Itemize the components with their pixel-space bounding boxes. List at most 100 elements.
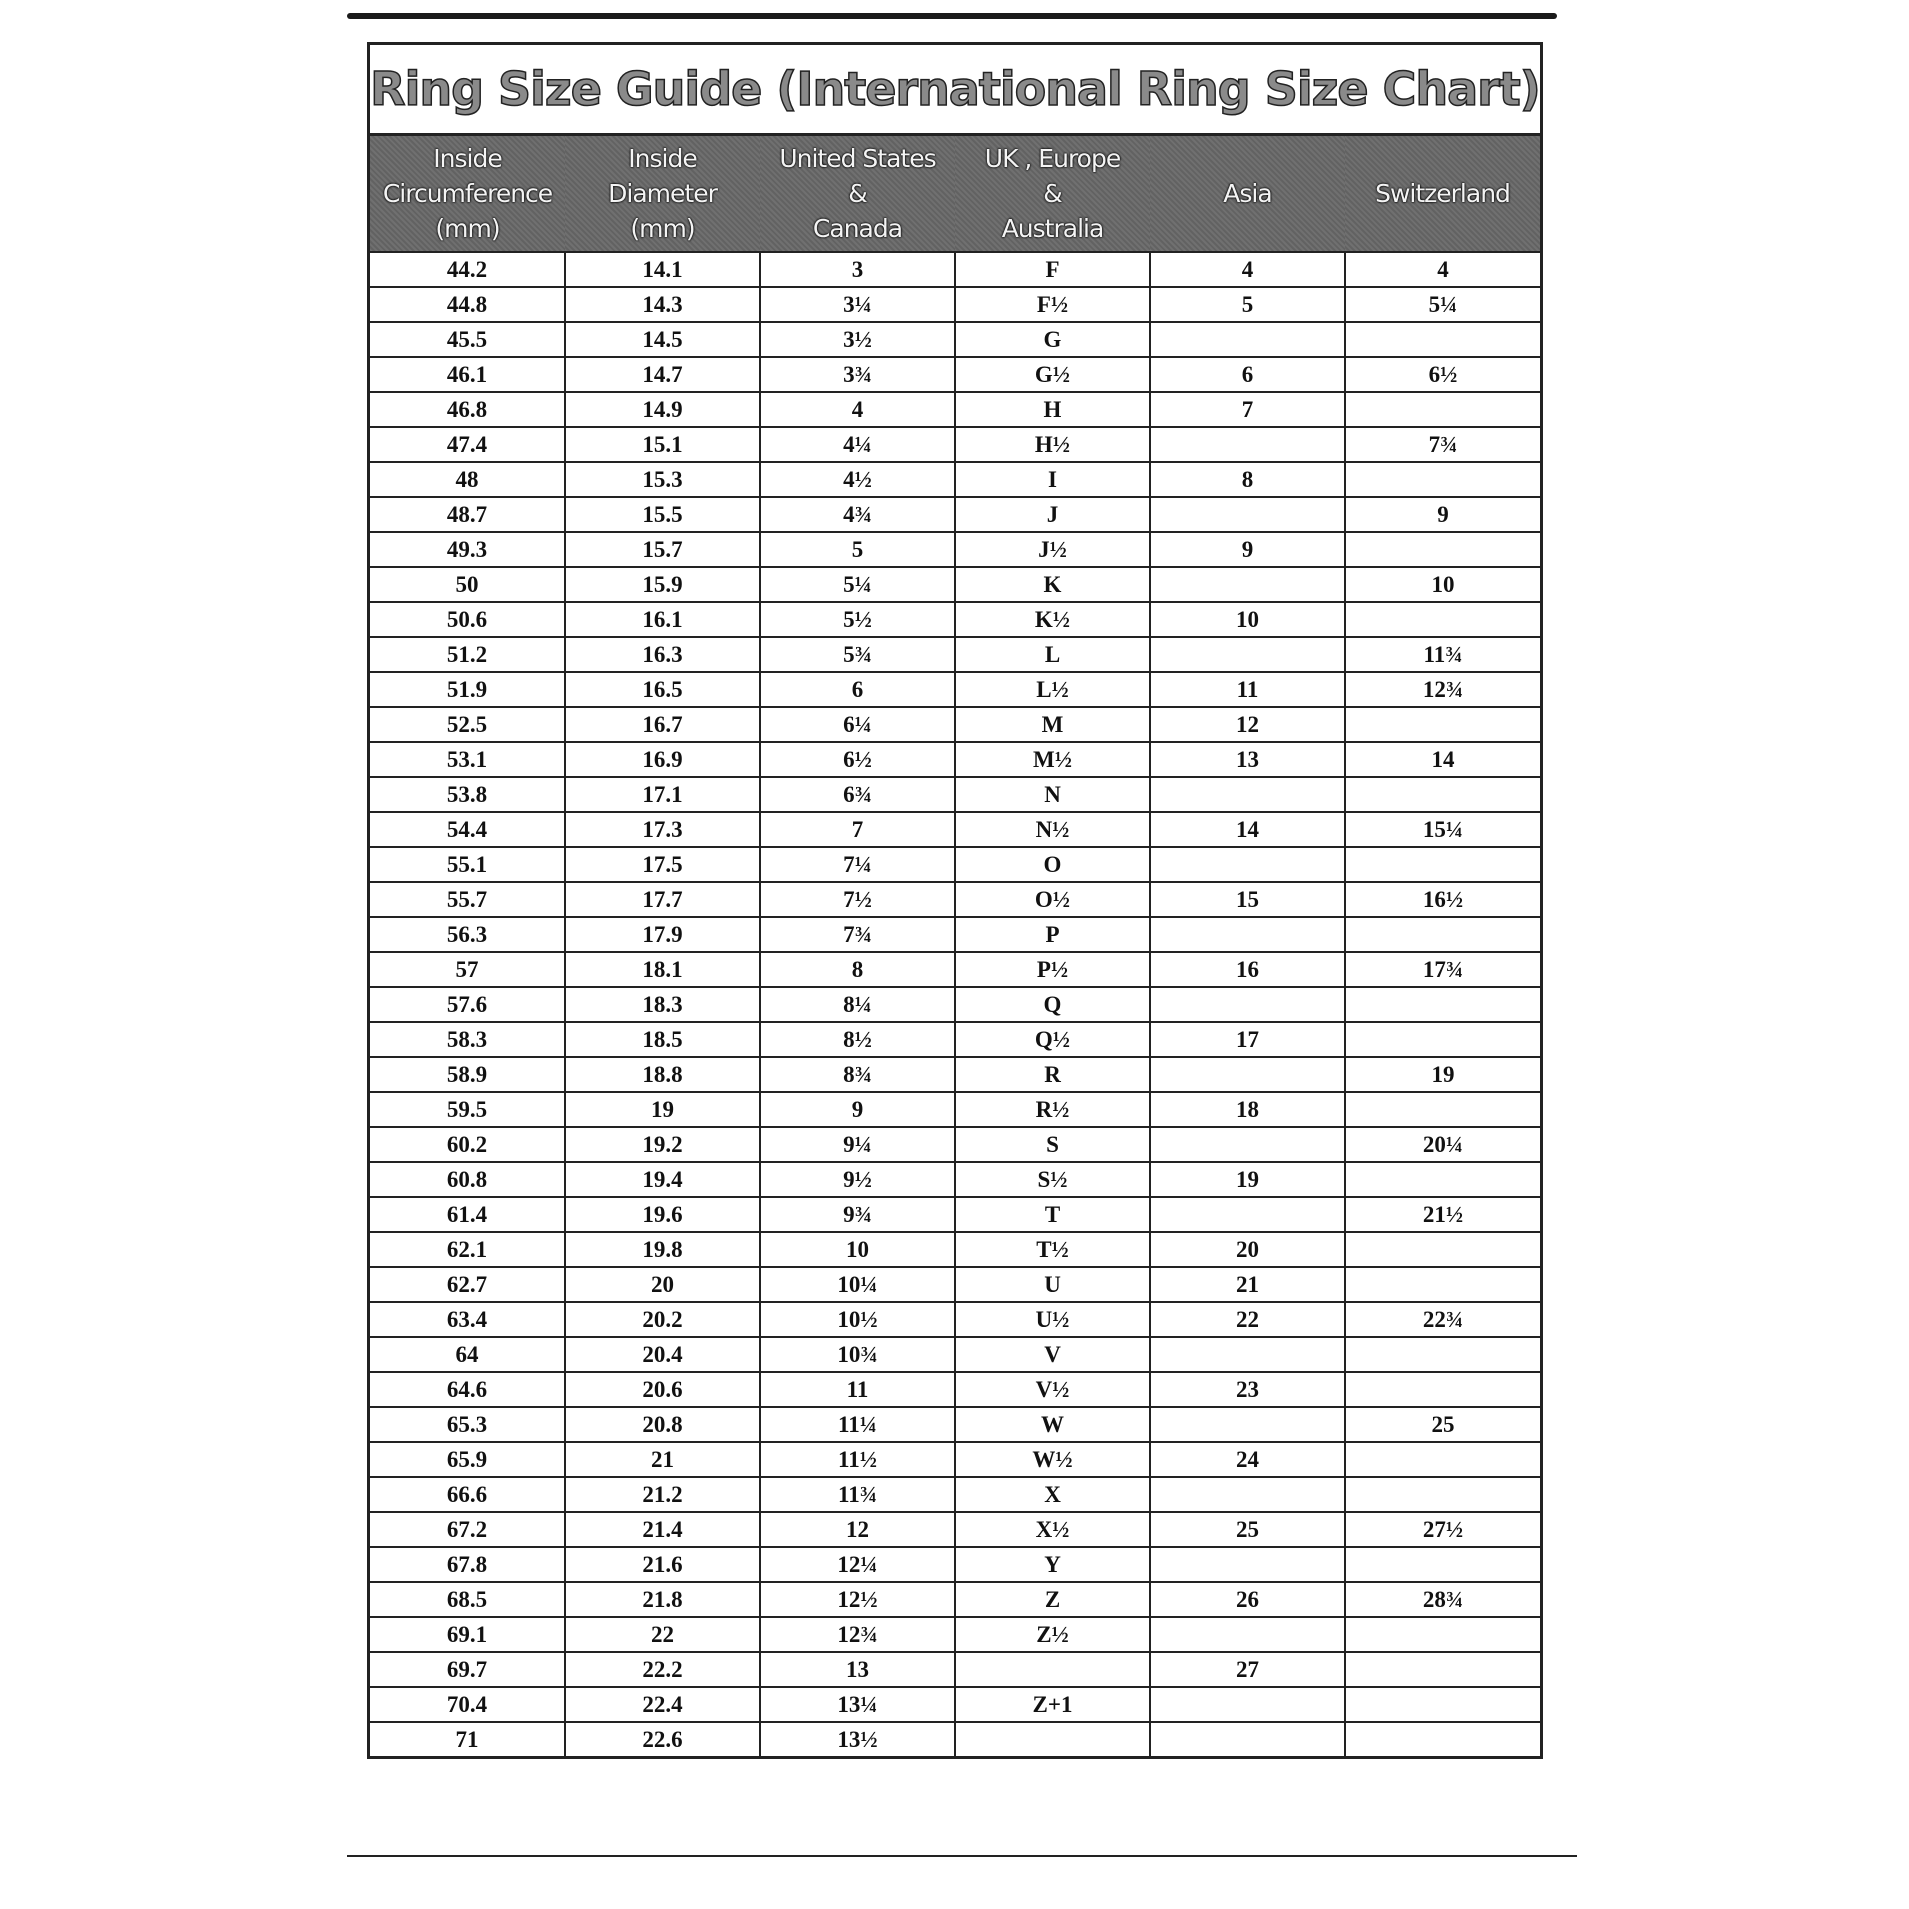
table-cell: 71 xyxy=(370,1721,566,1756)
table-row: 71 22.6 13½ xyxy=(370,1721,1540,1756)
table-cell: 8¼ xyxy=(759,986,956,1023)
table-row: 64.6 20.6 11 V½ 23 xyxy=(370,1371,1540,1408)
table-cell xyxy=(954,1721,1151,1756)
table-row: 46.8 14.9 4 H 7 xyxy=(370,391,1540,428)
table-row: 68.5 21.8 12½ Z 26 28¾ xyxy=(370,1581,1540,1618)
table-cell: 65.9 xyxy=(370,1441,566,1478)
table-cell xyxy=(1149,1686,1346,1723)
table-cell: K½ xyxy=(954,601,1151,638)
table-row: 44.8 14.3 3¼ F½ 5 5¼ xyxy=(370,286,1540,323)
table-cell: 10½ xyxy=(759,1301,956,1338)
table-cell xyxy=(1344,1651,1540,1688)
table-cell: 14.3 xyxy=(564,286,761,323)
table-cell: 21½ xyxy=(1344,1196,1540,1233)
table-cell: 58.3 xyxy=(370,1021,566,1058)
table-cell: 16 xyxy=(1149,951,1346,988)
table-cell: 16.5 xyxy=(564,671,761,708)
table-cell: 8 xyxy=(1149,461,1346,498)
table-cell: 15.1 xyxy=(564,426,761,463)
table-row: 55.1 17.5 7¼ O xyxy=(370,846,1540,883)
table-cell: Q½ xyxy=(954,1021,1151,1058)
table-cell: 17.9 xyxy=(564,916,761,953)
table-row: 51.9 16.5 6 L½ 11 12¾ xyxy=(370,671,1540,708)
table-cell: 25 xyxy=(1149,1511,1346,1548)
table-row: 65.3 20.8 11¼ W 25 xyxy=(370,1406,1540,1443)
table-cell: 4¾ xyxy=(759,496,956,533)
table-cell: 15¼ xyxy=(1344,811,1540,848)
table-cell: 3¾ xyxy=(759,356,956,393)
table-cell: 15.3 xyxy=(564,461,761,498)
table-cell: 5¼ xyxy=(759,566,956,603)
table-cell: 22.6 xyxy=(564,1721,761,1756)
table-cell: 16.1 xyxy=(564,601,761,638)
table-cell: 10 xyxy=(1149,601,1346,638)
table-cell: J½ xyxy=(954,531,1151,568)
table-row: 58.3 18.5 8½ Q½ 17 xyxy=(370,1021,1540,1058)
table-cell xyxy=(1344,706,1540,743)
table-cell xyxy=(1344,1091,1540,1128)
table-cell xyxy=(1149,636,1346,673)
table-cell: J xyxy=(954,496,1151,533)
table-cell: H½ xyxy=(954,426,1151,463)
column-header: Asia xyxy=(1150,136,1345,252)
table-cell: 8½ xyxy=(759,1021,956,1058)
table-row: 45.5 14.5 3½ G xyxy=(370,321,1540,358)
table-cell xyxy=(1149,1336,1346,1373)
table-cell: 5 xyxy=(1149,286,1346,323)
table-cell: 5 xyxy=(759,531,956,568)
table-cell: 14 xyxy=(1344,741,1540,778)
table-cell: G xyxy=(954,321,1151,358)
table-row: 62.7 20 10¼ U 21 xyxy=(370,1266,1540,1303)
table-cell: 19.4 xyxy=(564,1161,761,1198)
table-cell: 3 xyxy=(759,251,956,288)
table-cell xyxy=(1344,461,1540,498)
table-cell: 62.7 xyxy=(370,1266,566,1303)
table-cell: 66.6 xyxy=(370,1476,566,1513)
column-header-label: Inside Diameter (mm) xyxy=(608,144,718,243)
table-cell: Z+1 xyxy=(954,1686,1151,1723)
table-row: 49.3 15.7 5 J½ 9 xyxy=(370,531,1540,568)
table-row: 57 18.1 8 P½ 16 17¾ xyxy=(370,951,1540,988)
table-cell xyxy=(1344,986,1540,1023)
table-cell: 16½ xyxy=(1344,881,1540,918)
table-cell: 19 xyxy=(564,1091,761,1128)
table-cell: T xyxy=(954,1196,1151,1233)
table-cell: 55.7 xyxy=(370,881,566,918)
table-cell xyxy=(1344,531,1540,568)
table-cell: 9 xyxy=(1344,496,1540,533)
column-header: Inside Circumference (mm) xyxy=(370,136,565,252)
column-header-label: Switzerland xyxy=(1375,179,1511,208)
table-cell xyxy=(1344,1546,1540,1583)
table-cell: 9½ xyxy=(759,1161,956,1198)
table-cell: 19.2 xyxy=(564,1126,761,1163)
table-cell: 4 xyxy=(1149,251,1346,288)
table-cell xyxy=(1149,846,1346,883)
table-cell: 56.3 xyxy=(370,916,566,953)
table-cell: 60.2 xyxy=(370,1126,566,1163)
table-cell: Q xyxy=(954,986,1151,1023)
column-header: Inside Diameter (mm) xyxy=(565,136,760,252)
table-cell: 26 xyxy=(1149,1581,1346,1618)
table-cell xyxy=(1149,1546,1346,1583)
table-cell: S xyxy=(954,1126,1151,1163)
table-cell: 11 xyxy=(1149,671,1346,708)
ring-size-chart: Ring Size Guide (International Ring Size… xyxy=(367,42,1543,1759)
table-cell: 28¾ xyxy=(1344,1581,1540,1618)
table-cell: 51.9 xyxy=(370,671,566,708)
table-cell xyxy=(1344,1231,1540,1268)
table-row: 53.8 17.1 6¾ N xyxy=(370,776,1540,813)
table-row: 67.8 21.6 12¼ Y xyxy=(370,1546,1540,1583)
table-cell: S½ xyxy=(954,1161,1151,1198)
chart-title: Ring Size Guide (International Ring Size… xyxy=(369,45,1542,136)
table-cell xyxy=(1149,1196,1346,1233)
table-cell xyxy=(1149,986,1346,1023)
table-cell: 18.3 xyxy=(564,986,761,1023)
table-cell: L xyxy=(954,636,1151,673)
table-cell: 69.7 xyxy=(370,1651,566,1688)
table-cell: 13¼ xyxy=(759,1686,956,1723)
table-cell: P xyxy=(954,916,1151,953)
table-cell: 21 xyxy=(1149,1266,1346,1303)
table-cell xyxy=(1344,1616,1540,1653)
table-cell: 10 xyxy=(759,1231,956,1268)
table-cell: 50 xyxy=(370,566,566,603)
